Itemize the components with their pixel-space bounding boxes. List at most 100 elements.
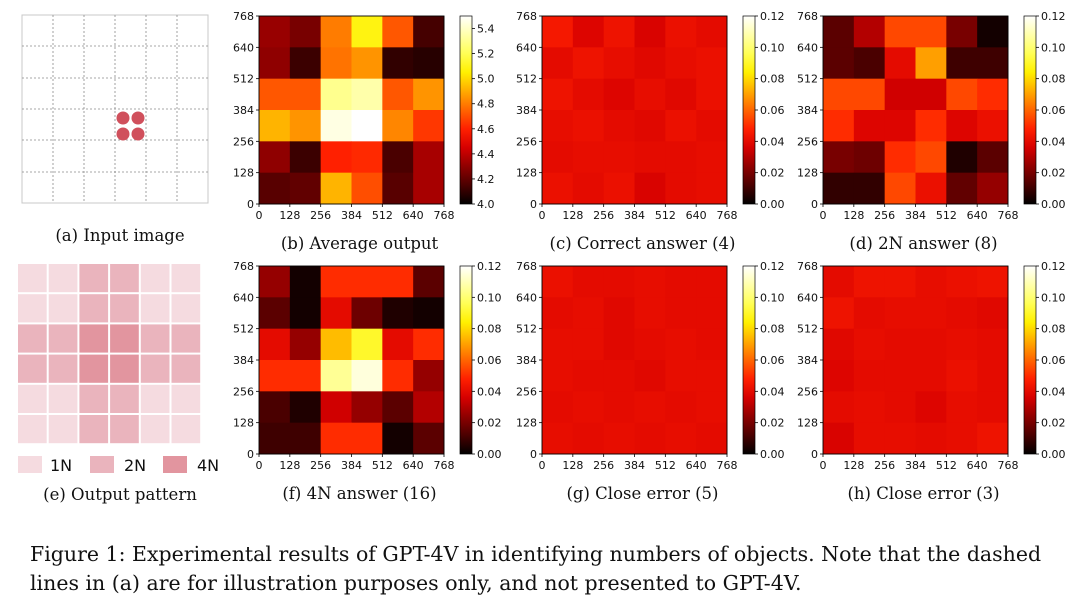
heatmap-cell: [853, 266, 886, 298]
y-tick-label: 640: [516, 291, 537, 304]
colorbar-tick-label: 0.04: [1041, 135, 1066, 148]
pattern-cell: [18, 354, 47, 383]
y-tick-label: 768: [516, 260, 537, 273]
x-tick-label: 768: [717, 209, 738, 222]
pattern-cell: [171, 324, 201, 353]
pattern-cell: [18, 384, 47, 413]
heatmap-cell: [977, 141, 1009, 174]
colorbar-tick-label: 0.04: [1041, 385, 1066, 398]
heatmap-cell: [946, 360, 978, 392]
heatmap-cell: [634, 16, 666, 48]
heatmap-cell: [884, 47, 916, 80]
x-tick-label: 640: [686, 209, 707, 222]
heatmap-panel-h: 0 128 256 384 512 640 768 0 128 256 384 512 640 768 0.…: [797, 260, 1066, 503]
heatmap-cell: [696, 328, 728, 361]
heatmap-cell: [665, 422, 697, 455]
colorbar-tick-label: 4.0: [477, 198, 495, 211]
heatmap-cell: [542, 297, 574, 330]
pattern-cell: [171, 354, 201, 383]
x-tick-label: 640: [403, 209, 424, 222]
y-tick-label: 384: [233, 354, 254, 367]
heatmap-cell: [696, 266, 728, 298]
heatmap-cell: [665, 360, 697, 392]
x-tick-label: 640: [403, 459, 424, 472]
colorbar-tick-label: 0.08: [760, 73, 785, 86]
heatmap-cell: [413, 47, 445, 80]
x-tick-label: 512: [655, 459, 676, 472]
y-tick-label: 512: [233, 73, 254, 86]
object-dot: [131, 111, 145, 125]
heatmap-cell: [634, 360, 666, 392]
x-tick-label: 256: [874, 459, 895, 472]
legend-label-2n: 2N: [124, 456, 146, 475]
heatmap-cell: [977, 422, 1009, 455]
y-tick-label: 0: [530, 198, 537, 211]
heatmap-cell: [696, 391, 728, 424]
heatmap-cell: [542, 110, 574, 142]
heatmap-cell: [289, 16, 322, 48]
colorbar-tick-label: 0.06: [1041, 104, 1066, 117]
x-tick-label: 384: [624, 459, 645, 472]
object-dot: [116, 111, 130, 125]
x-tick-label: 768: [434, 459, 455, 472]
heatmap-cell: [915, 266, 947, 298]
heatmap-cell: [572, 16, 605, 48]
heatmap-cell: [853, 141, 886, 174]
colorbar-tick-label: 4.8: [477, 98, 495, 111]
x-tick-label: 512: [372, 459, 393, 472]
heatmap-cell: [696, 78, 728, 111]
heatmap-cell: [946, 297, 978, 330]
heatmap-cell: [915, 141, 947, 174]
pattern-cell: [18, 294, 47, 323]
heatmap-cell: [603, 297, 635, 330]
heatmap-cell: [915, 16, 947, 48]
heatmap-cell: [603, 266, 635, 298]
x-tick-label: 768: [998, 459, 1019, 472]
y-tick-label: 384: [233, 104, 254, 117]
colorbar-tick-label: 4.6: [477, 123, 495, 136]
heatmap-cell: [665, 47, 697, 80]
heatmap-cell: [884, 391, 916, 424]
heatmap-cell: [542, 78, 574, 111]
heatmap-cell: [634, 297, 666, 330]
heatmap-cell: [351, 266, 383, 298]
y-tick-label: 256: [516, 385, 537, 398]
heatmap-cell: [634, 422, 666, 455]
x-tick-label: 0: [539, 459, 546, 472]
pattern-cell: [48, 415, 78, 444]
heatmap-cell: [259, 78, 291, 111]
heatmap-cell: [853, 328, 886, 361]
heatmap-cell: [665, 297, 697, 330]
pattern-cell: [140, 415, 170, 444]
panel-caption: (d) 2N answer (8): [849, 234, 997, 253]
pattern-cell: [140, 264, 170, 293]
heatmap-cell: [853, 422, 886, 455]
heatmap-cell: [977, 266, 1009, 298]
y-tick-label: 512: [233, 323, 254, 336]
heatmap-cell: [351, 16, 383, 48]
heatmap-cell: [351, 297, 383, 330]
heatmap-cell: [289, 172, 322, 205]
colorbar-tick-label: 0.04: [760, 135, 785, 148]
heatmap-cell: [696, 110, 728, 142]
heatmap-cell: [634, 172, 666, 205]
heatmap-cell: [603, 328, 635, 361]
colorbar-tick-label: 0.08: [760, 323, 785, 336]
colorbar-tick-label: 0.10: [477, 291, 502, 304]
heatmap-panel-g: 0 128 256 384 512 640 768 0 128 256 384 512 640 768 0.…: [516, 260, 785, 503]
colorbar-tick-label: 0.04: [477, 385, 502, 398]
heatmap-cell: [413, 360, 445, 392]
heatmap-cell: [259, 360, 291, 392]
pattern-cell: [79, 384, 109, 413]
heatmap-cell: [977, 47, 1009, 80]
colorbar-tick-label: 0.08: [1041, 323, 1066, 336]
heatmap-cell: [634, 110, 666, 142]
heatmap-cell: [915, 47, 947, 80]
heatmap-cell: [665, 110, 697, 142]
pattern-cell: [110, 324, 139, 353]
heatmap-cell: [915, 360, 947, 392]
colorbar: [742, 15, 756, 205]
heatmap-cell: [665, 328, 697, 361]
heatmap-cell: [946, 328, 978, 361]
colorbar-tick-label: 0.08: [477, 323, 502, 336]
